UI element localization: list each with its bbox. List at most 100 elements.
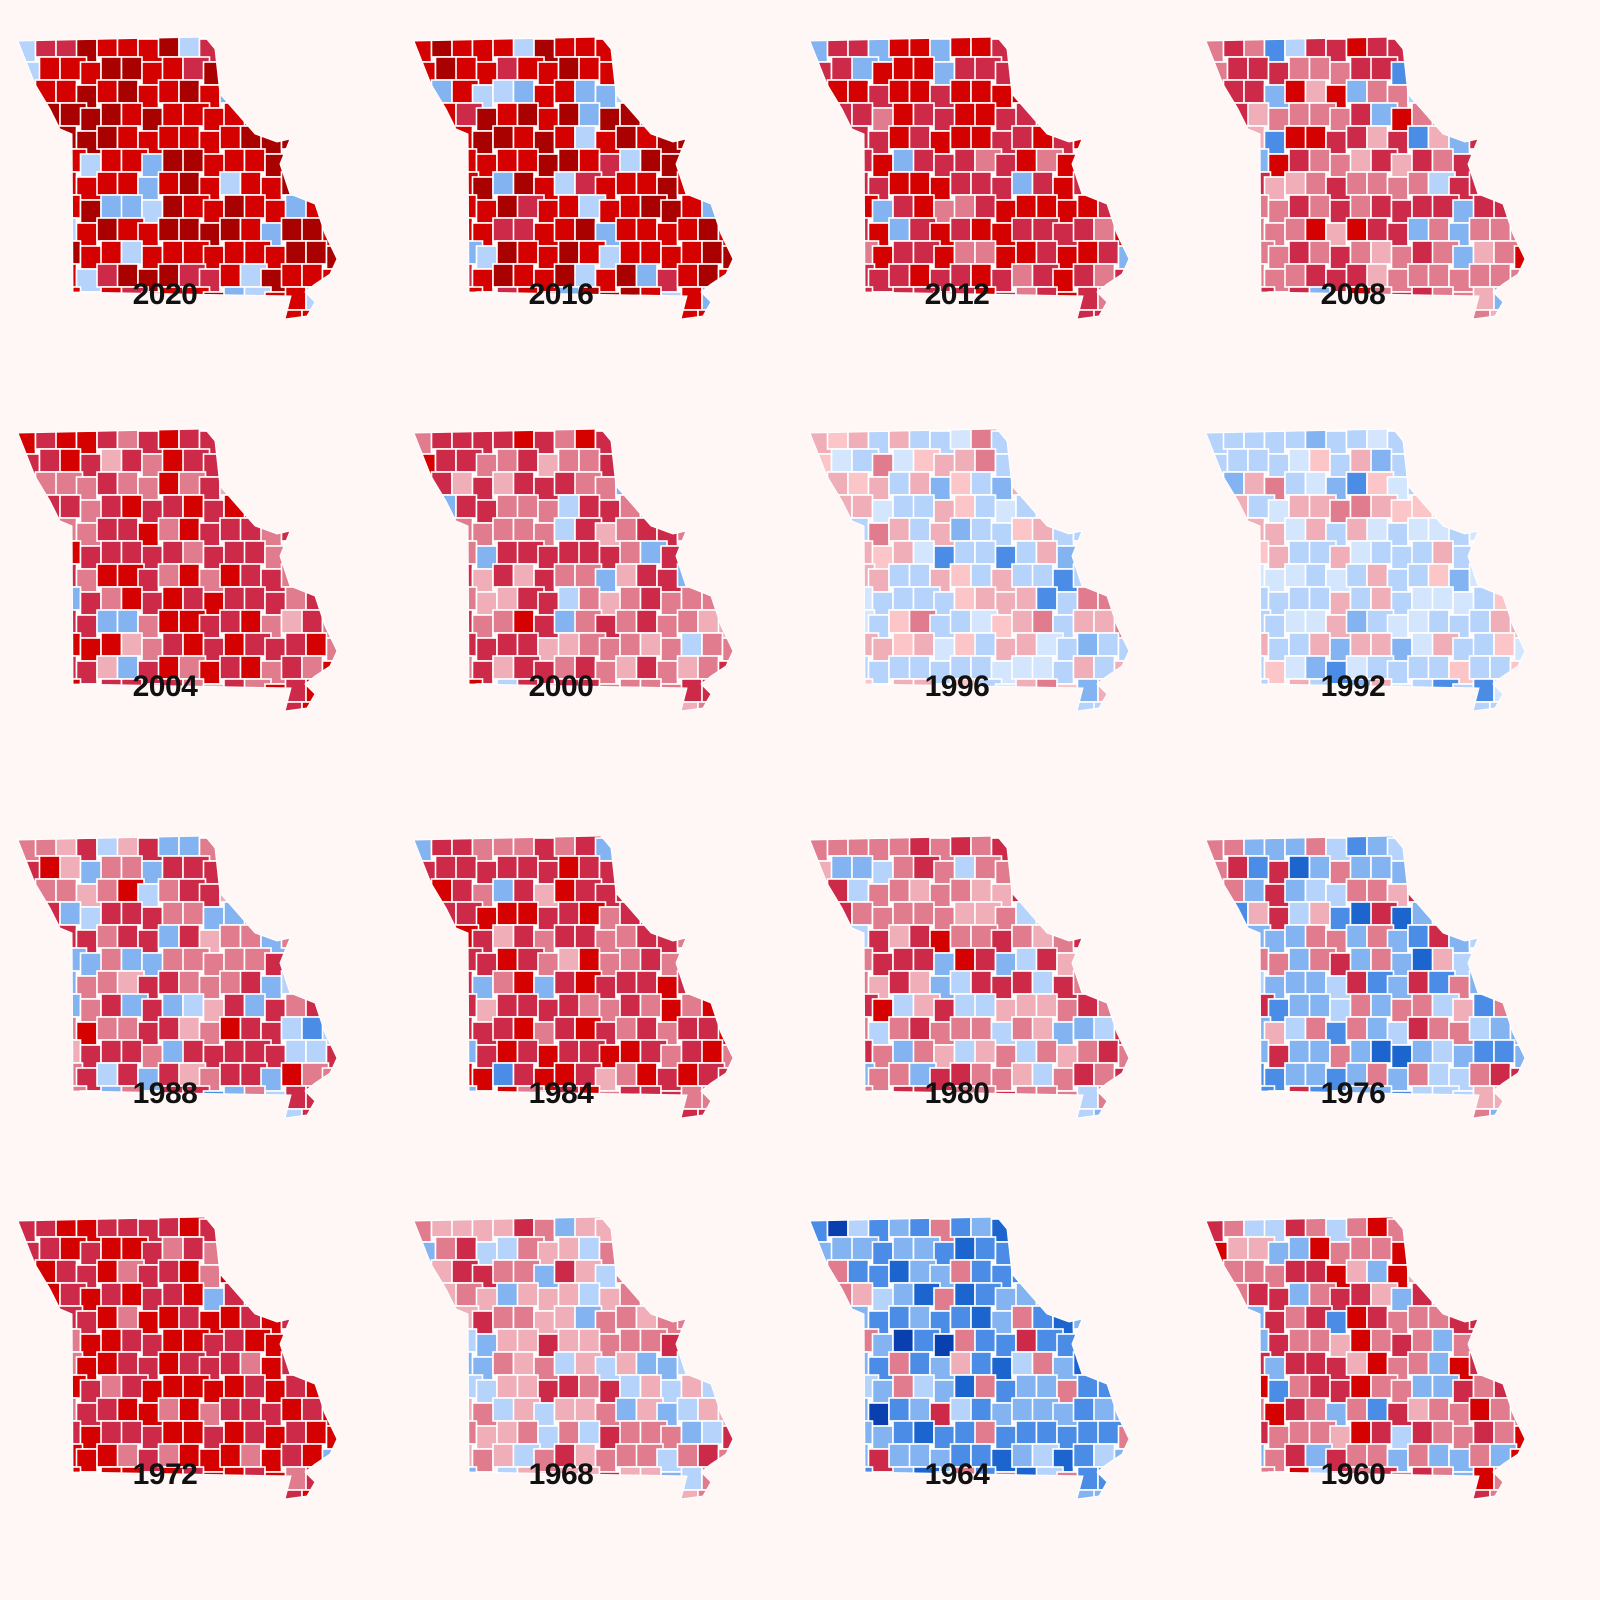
- county: [239, 37, 268, 58]
- county: [1370, 632, 1393, 657]
- county: [970, 563, 993, 588]
- county: [116, 609, 139, 634]
- county: [100, 855, 123, 880]
- county: [157, 924, 180, 949]
- county: [264, 499, 287, 524]
- county: [38, 632, 67, 657]
- county: [414, 1356, 433, 1381]
- county: [721, 998, 733, 1023]
- county: [847, 79, 870, 104]
- county: [1072, 1305, 1101, 1330]
- county: [826, 1351, 849, 1376]
- county: [912, 901, 935, 926]
- county: [888, 701, 917, 711]
- county: [1052, 837, 1081, 862]
- county: [701, 947, 724, 972]
- county: [676, 1305, 699, 1330]
- county: [430, 171, 453, 196]
- county: [1097, 148, 1120, 173]
- county: [1035, 1282, 1058, 1307]
- county: [451, 609, 474, 634]
- county: [178, 79, 201, 104]
- county: [1093, 1305, 1116, 1330]
- county: [1035, 194, 1058, 219]
- county: [182, 540, 205, 565]
- county: [1117, 199, 1129, 224]
- county: [455, 494, 478, 519]
- county: [656, 84, 685, 109]
- county: [120, 540, 143, 565]
- county: [1117, 1471, 1129, 1496]
- county: [1072, 217, 1095, 242]
- county: [1489, 37, 1512, 58]
- county: [1349, 1039, 1372, 1064]
- county: [430, 1489, 453, 1499]
- county: [553, 517, 576, 542]
- county: [635, 878, 658, 903]
- county: [1097, 901, 1120, 926]
- county: [18, 1402, 43, 1427]
- county: [639, 1374, 662, 1399]
- county: [1349, 194, 1372, 219]
- county: [1076, 855, 1105, 880]
- county: [96, 1489, 125, 1499]
- county: [34, 79, 57, 104]
- county: [55, 171, 78, 196]
- county: [512, 429, 535, 450]
- county: [1093, 471, 1116, 496]
- county: [1308, 586, 1331, 611]
- county: [908, 970, 931, 995]
- county: [908, 1016, 931, 1041]
- county: [414, 591, 443, 616]
- county: [810, 998, 839, 1023]
- county: [1031, 1259, 1060, 1284]
- county: [1206, 591, 1229, 616]
- county: [496, 240, 519, 265]
- county: [1011, 429, 1034, 450]
- map-tile-2020: 2020: [0, 0, 396, 400]
- county: [219, 309, 248, 319]
- county: [96, 701, 119, 711]
- county: [18, 952, 41, 977]
- county: [512, 878, 535, 903]
- county: [830, 540, 853, 565]
- county: [1222, 79, 1245, 104]
- county: [676, 429, 699, 450]
- county: [1308, 1328, 1331, 1353]
- county: [1076, 448, 1099, 473]
- missouri-county-map: [17, 835, 338, 1119]
- county: [949, 1108, 972, 1118]
- county: [430, 1259, 453, 1284]
- county: [826, 517, 855, 542]
- county: [430, 125, 459, 150]
- missouri-county-map: [17, 1216, 338, 1500]
- county: [639, 632, 662, 657]
- county: [1247, 448, 1270, 473]
- county: [1076, 56, 1099, 81]
- county: [512, 701, 535, 711]
- county: [721, 1287, 733, 1312]
- county: [1093, 217, 1116, 242]
- county: [1427, 609, 1450, 634]
- county: [1493, 1374, 1522, 1399]
- county: [680, 102, 709, 127]
- county: [721, 291, 733, 316]
- county: [1031, 563, 1054, 588]
- county: [325, 199, 337, 224]
- county: [701, 148, 724, 173]
- county: [451, 1351, 474, 1376]
- county: [578, 1374, 601, 1399]
- county: [656, 314, 679, 319]
- county: [434, 632, 457, 657]
- county: [414, 545, 437, 570]
- county: [1117, 952, 1129, 977]
- county: [574, 79, 597, 104]
- county: [516, 632, 539, 657]
- county: [1489, 924, 1518, 949]
- county: [660, 453, 683, 478]
- county: [321, 84, 337, 109]
- county: [1407, 171, 1430, 196]
- county: [594, 1494, 623, 1499]
- county: [116, 1305, 139, 1330]
- county: [929, 706, 952, 711]
